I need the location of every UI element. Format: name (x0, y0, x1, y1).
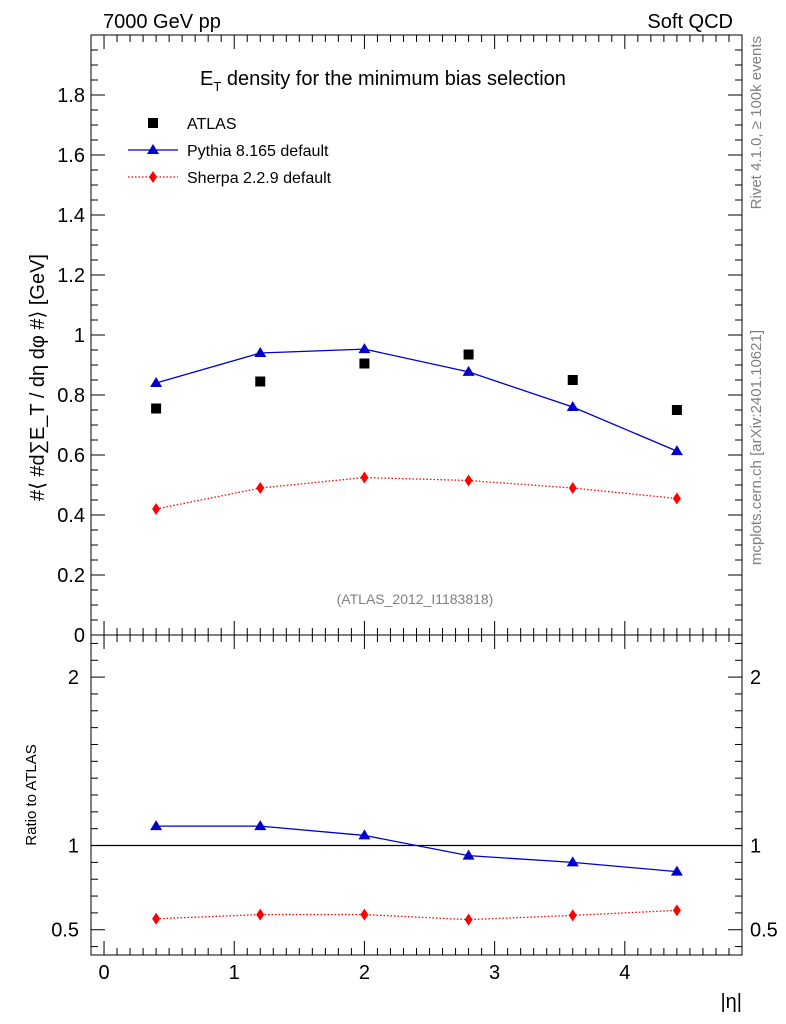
ratio-pythia-point (566, 856, 579, 867)
legend-pythia-label: Pythia 8.165 default (187, 143, 329, 160)
x-tick-label: 1 (229, 962, 240, 984)
main-sherpa-point (568, 482, 577, 494)
main-y-tick-label: 1.6 (57, 145, 85, 167)
ratio-pythia-line (156, 825, 677, 873)
main-pythia-point (358, 343, 371, 354)
main-atlas-point (255, 376, 266, 387)
x-tick-label: 2 (359, 962, 370, 984)
header-energy-label: 7000 GeV pp (103, 11, 221, 33)
main-atlas-point (567, 375, 578, 385)
legend-sherpa-marker (149, 171, 157, 183)
rivet-version-label: Rivet 4.1.0, ≥ 100k events (748, 36, 765, 209)
ratio-y-tick-label-left: 1 (68, 836, 79, 858)
main-sherpa-point (464, 474, 473, 487)
main-sherpa-point (256, 482, 265, 494)
main-sherpa-point (152, 503, 161, 515)
legend: ATLAS Pythia 8.165 default Sherpa 2.2.9 … (128, 116, 332, 187)
main-pythia-line (155, 348, 678, 452)
legend-atlas-label: ATLAS (187, 116, 237, 133)
legend-sherpa-label: Sherpa 2.2.9 default (187, 170, 332, 187)
main-y-axis-label: #⟨ #d∑E_T / dη dφ #⟩ [GeV] (27, 254, 49, 501)
main-y-tick-label: 1.2 (57, 265, 85, 287)
mcplots-label: mcplots.cern.ch [arXiv:2401.10621] (748, 330, 765, 565)
x-tick-label: 0 (98, 962, 109, 984)
main-pythia-point (254, 347, 267, 357)
ratio-pythia-point (254, 820, 267, 831)
ratio-pythia-point (462, 849, 475, 860)
main-y-tick-label: 1.8 (57, 85, 85, 107)
ratio-sherpa-point (464, 913, 473, 926)
ratio-sherpa-point (152, 912, 161, 925)
ratio-y-tick-label-left: 0.5 (51, 920, 79, 942)
x-tick-label: 3 (489, 962, 500, 984)
main-y-tick-label: 0.8 (57, 385, 85, 407)
ratio-sherpa-point (672, 904, 681, 917)
main-atlas-point (359, 358, 370, 369)
ratio-y-tick-label-right: 1 (750, 836, 761, 858)
main-pythia-point (150, 377, 163, 387)
main-sherpa-point (672, 492, 681, 505)
main-sherpa-line (155, 476, 677, 510)
main-pythia-point (670, 445, 683, 456)
ratio-pythia-point (358, 829, 371, 840)
main-pythia-point (462, 365, 475, 376)
main-y-tick-label: 0.4 (57, 505, 85, 527)
legend-atlas-marker (148, 118, 158, 128)
ratio-pythia-point (150, 820, 163, 831)
ratio-sherpa-point (360, 908, 369, 921)
main-y-tick-label: 1.4 (57, 205, 85, 227)
main-y-tick-label: 0.2 (57, 565, 85, 587)
main-title: ET density for the minimum bias selectio… (200, 68, 566, 94)
main-atlas-point (671, 405, 682, 415)
main-atlas-point (151, 403, 162, 414)
legend-pythia-marker (147, 144, 159, 154)
ratio-pythia-point (670, 865, 683, 876)
ratio-sherpa-line (156, 909, 677, 921)
ratio-sherpa-point (568, 909, 577, 922)
main-sherpa-point (360, 471, 369, 484)
header-category-label: Soft QCD (647, 11, 733, 33)
x-axis-label: |η| (720, 991, 742, 1013)
ratio-y-axis-label: Ratio to ATLAS (23, 744, 40, 845)
main-y-tick-label: 0.6 (57, 445, 85, 467)
main-pythia-point (566, 401, 579, 411)
main-y-tick-label: 1 (74, 325, 85, 347)
ratio-y-tick-label-left: 2 (68, 667, 79, 689)
ratio-y-tick-label-right: 0.5 (750, 920, 778, 942)
main-atlas-point (463, 349, 474, 360)
analysis-id-label: (ATLAS_2012_I1183818) (337, 591, 494, 607)
ratio-plot-frame (90, 634, 743, 956)
main-y-tick-label: 0 (74, 625, 85, 647)
ratio-sherpa-point (256, 908, 265, 921)
ratio-y-tick-label-right: 2 (750, 667, 761, 689)
x-tick-label: 4 (619, 962, 630, 984)
